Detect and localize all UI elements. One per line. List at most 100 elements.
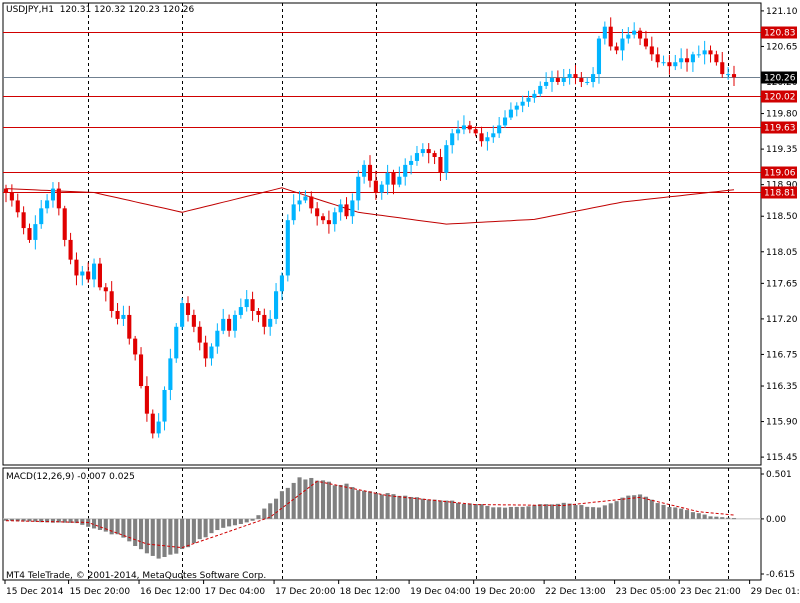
candle-body — [632, 30, 637, 35]
x-axis-label: 16 Dec 12:00 — [140, 587, 201, 597]
macd-histogram-bar — [726, 517, 731, 519]
macd-histogram-bar — [508, 506, 513, 519]
macd-histogram-bar — [655, 503, 660, 519]
macd-histogram-bar — [144, 518, 149, 554]
candle-body — [655, 54, 660, 63]
macd-histogram-bar — [626, 495, 631, 519]
candle-body — [385, 172, 390, 185]
macd-histogram-bar — [56, 518, 61, 523]
candle-body — [679, 58, 684, 63]
candle-body — [274, 291, 279, 319]
macd-histogram-bar — [520, 506, 525, 519]
macd-histogram-bar — [150, 518, 155, 556]
macd-histogram-bar — [397, 495, 402, 519]
candle-body — [150, 413, 155, 434]
candle-body — [450, 133, 455, 146]
macd-histogram-bar — [544, 504, 549, 519]
macd-histogram-bar — [502, 507, 508, 519]
macd-histogram-bar — [62, 518, 67, 523]
candle-body — [144, 386, 149, 414]
macd-histogram-bar — [532, 505, 537, 519]
candle-body — [426, 149, 431, 154]
candle-body — [573, 74, 578, 79]
candle-body — [438, 157, 443, 173]
x-axis-label: 17 Dec 20:00 — [275, 587, 336, 597]
candle-body — [203, 342, 208, 359]
macd-histogram-bar — [162, 518, 167, 557]
candle-body — [403, 164, 408, 177]
y-axis-tick-label: 117.20 — [766, 315, 798, 325]
candle-body — [15, 200, 20, 213]
macd-histogram-bar — [567, 503, 572, 519]
candle-body — [50, 188, 56, 201]
candle-body — [684, 58, 690, 63]
macd-histogram-bar — [180, 518, 185, 550]
candle-body — [127, 314, 132, 339]
macd-histogram-bar — [109, 518, 114, 535]
macd-histogram-bar — [168, 518, 173, 555]
macd-histogram-bar — [121, 518, 126, 538]
candle-body — [350, 200, 355, 217]
candle-body — [80, 271, 85, 276]
level-tag — [761, 26, 797, 39]
candle-body — [45, 200, 50, 209]
candle-body — [109, 291, 114, 311]
macd-histogram-bar — [191, 518, 196, 544]
candle-body — [591, 74, 596, 82]
macd-histogram-bar — [614, 501, 619, 519]
macd-header: MACD(12,26,9) -0.007 0.025 — [6, 472, 135, 482]
macd-histogram-bar — [679, 508, 684, 519]
candle-body — [596, 38, 602, 75]
macd-histogram-bar — [373, 492, 378, 519]
candle-body — [33, 224, 38, 240]
ohlc-label: 120.31 120.32 120.23 120.26 — [59, 5, 195, 15]
macd-histogram-bar — [403, 495, 408, 519]
main-chart-frame — [2, 2, 762, 466]
candle-body — [497, 125, 502, 134]
level-tag-label: 119.63 — [764, 124, 796, 134]
macd-histogram-bar — [596, 507, 602, 519]
candle-body — [661, 62, 666, 64]
candle-body — [731, 74, 737, 78]
current-price-label: 120.26 — [764, 74, 796, 84]
macd-histogram-bar — [497, 507, 502, 519]
macd-histogram-bar — [127, 518, 132, 542]
x-axis-label: 15 Dec 20:00 — [70, 587, 131, 597]
candle-body — [168, 358, 173, 390]
macd-histogram-bar — [221, 518, 226, 528]
candle-body — [608, 26, 613, 47]
candle-body — [56, 188, 61, 209]
y-axis-tick-label: 119.80 — [766, 110, 798, 120]
macd-histogram-bar — [297, 477, 302, 519]
level-tag-label: 120.02 — [764, 93, 796, 103]
candle-body — [720, 62, 725, 75]
moving-average-line — [5, 187, 735, 225]
macd-label: MACD(12,26,9) — [6, 472, 75, 482]
macd-histogram-bar — [391, 494, 396, 519]
candle-body — [638, 30, 643, 39]
macd-histogram-bar — [385, 493, 390, 519]
candle-body — [303, 196, 308, 201]
macd-histogram-bar — [620, 497, 625, 519]
candle-body — [197, 326, 202, 343]
candle-body — [315, 208, 320, 217]
candle-body — [238, 307, 243, 315]
candle-body — [479, 133, 484, 142]
macd-histogram-bar — [9, 518, 14, 521]
candle-body — [344, 204, 349, 217]
macd-histogram-bar — [456, 502, 461, 519]
macd-histogram-bar — [661, 504, 666, 519]
macd-histogram-bar — [414, 497, 420, 519]
macd-histogram-bar — [591, 507, 596, 519]
macd-histogram-bar — [27, 518, 32, 522]
macd-histogram-bar — [185, 518, 191, 548]
candle-body — [502, 117, 508, 126]
macd-frame — [2, 467, 762, 581]
level-tag — [761, 90, 797, 103]
macd-histogram-bar — [708, 516, 713, 519]
macd-histogram-bar — [3, 518, 9, 521]
macd-histogram-bar — [573, 505, 578, 519]
candle-body — [579, 78, 584, 82]
candle-body — [702, 50, 707, 55]
